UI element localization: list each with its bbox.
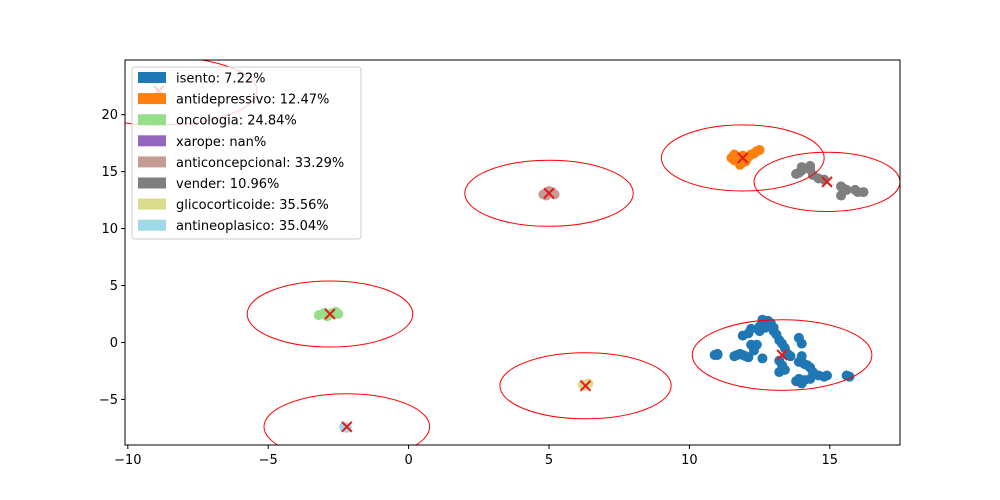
data-point	[858, 187, 869, 198]
x-tick-label: −10	[114, 453, 141, 468]
data-point	[757, 353, 768, 364]
data-point	[751, 339, 762, 350]
legend-swatch	[138, 135, 166, 147]
centroid-marker	[543, 187, 555, 199]
x-tick-label: 10	[681, 453, 698, 468]
legend-label: antidepressivo: 12.47%	[176, 93, 329, 108]
centroid-marker	[737, 152, 749, 164]
legend-swatch	[138, 156, 166, 168]
centroid-marker	[324, 308, 336, 320]
centroid-marker	[579, 380, 592, 392]
centroid-marker	[341, 421, 353, 433]
legend-label: oncologia: 24.84%	[176, 114, 297, 129]
centroid-marker	[821, 176, 833, 188]
cluster-boundary-circle	[499, 352, 672, 420]
legend-swatch	[138, 114, 166, 126]
data-point	[821, 370, 832, 381]
y-tick-label: −5	[99, 393, 118, 408]
cluster-boundary-circle	[464, 159, 634, 227]
y-tick-label: 20	[101, 108, 118, 123]
x-tick-label: −5	[259, 453, 278, 468]
data-point	[793, 167, 804, 178]
legend-swatch	[138, 198, 166, 210]
data-point	[793, 332, 804, 343]
plot-frame	[124, 59, 901, 446]
data-point	[836, 190, 847, 201]
cluster-boundary-circle	[263, 393, 431, 445]
y-tick-label: 5	[110, 279, 118, 294]
legend-swatch	[138, 219, 166, 231]
legend-label: anticoncepcional: 33.29%	[176, 156, 344, 171]
cluster-boundary-circle	[660, 124, 825, 192]
data-point	[785, 351, 796, 362]
legend-swatch	[138, 93, 166, 105]
data-point	[805, 160, 816, 171]
cluster-boundary-circle	[691, 319, 873, 391]
x-tick-label: 0	[404, 453, 412, 468]
x-tick-label: 15	[822, 453, 839, 468]
legend-label: antineoplasico: 35.04%	[176, 219, 329, 234]
data-point	[779, 364, 790, 375]
legend-label: isento: 7.22%	[176, 72, 265, 87]
data-point	[746, 323, 757, 334]
data-point	[712, 348, 723, 359]
y-tick-label: 0	[110, 336, 118, 351]
legend-label: glicocorticoide: 35.56%	[176, 198, 329, 213]
legend-label: xarope: nan%	[176, 135, 266, 150]
cluster-boundary-circle	[246, 280, 414, 348]
legend-box	[131, 66, 362, 240]
data-point	[754, 144, 765, 155]
legend-swatch	[138, 177, 166, 189]
legend-swatch	[138, 72, 166, 83]
data-point	[729, 351, 740, 362]
data-point	[729, 155, 740, 166]
y-tick-label: 15	[101, 165, 118, 180]
x-tick-label: 5	[545, 453, 553, 468]
data-point	[763, 315, 774, 326]
y-tick-label: 10	[101, 222, 118, 237]
legend-label: vender: 10.96%	[176, 177, 279, 192]
centroid-marker	[776, 349, 788, 361]
data-point	[796, 351, 807, 362]
data-point	[743, 352, 754, 363]
